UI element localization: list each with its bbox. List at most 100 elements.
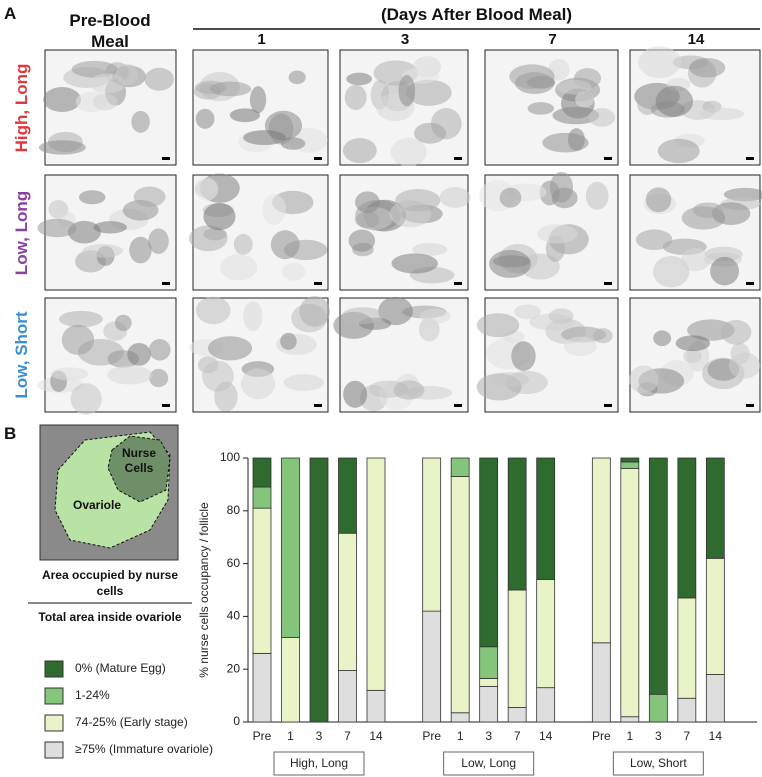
scale-bar bbox=[162, 404, 170, 407]
bar-segment bbox=[677, 697, 697, 723]
group-box bbox=[273, 751, 365, 776]
bar-segment bbox=[479, 457, 499, 648]
tissue bbox=[78, 190, 106, 205]
tissue bbox=[549, 171, 574, 203]
tissue bbox=[194, 177, 219, 201]
tissue bbox=[50, 367, 89, 381]
bar-segment bbox=[507, 707, 527, 723]
bar-segment bbox=[677, 457, 697, 599]
tissue bbox=[114, 314, 132, 331]
y-tick-label: 40 bbox=[227, 609, 241, 623]
tissue bbox=[657, 138, 700, 164]
tissue bbox=[563, 336, 597, 357]
group-box bbox=[612, 751, 704, 776]
tissue bbox=[675, 335, 711, 352]
tissue bbox=[585, 181, 609, 210]
tissue bbox=[195, 108, 215, 129]
y-axis-title: % nurse cells occupancy / follicle bbox=[197, 502, 211, 678]
x-tick-label: Pre bbox=[592, 729, 611, 743]
x-tick-label: 3 bbox=[485, 729, 492, 743]
tissue bbox=[188, 225, 228, 252]
day-label: 1 bbox=[257, 31, 266, 48]
tissue bbox=[58, 310, 103, 328]
tissue bbox=[196, 296, 231, 325]
tissue bbox=[692, 202, 724, 218]
tissue bbox=[509, 64, 555, 89]
x-tick-label: 7 bbox=[344, 729, 351, 743]
diagram-label: Ovariole bbox=[72, 498, 122, 512]
bar-segment bbox=[591, 457, 611, 644]
tissue bbox=[280, 332, 297, 350]
bar-segment bbox=[705, 674, 725, 723]
bar-segment bbox=[620, 468, 640, 718]
x-tick-label: 14 bbox=[369, 729, 383, 743]
tissue bbox=[233, 233, 253, 255]
tissue bbox=[683, 348, 702, 364]
bar-segment bbox=[281, 457, 300, 638]
bar-segment bbox=[648, 457, 668, 695]
tissue bbox=[299, 296, 331, 327]
tissue bbox=[61, 324, 95, 355]
tissue bbox=[710, 256, 740, 286]
group-label: Low, Long bbox=[461, 756, 516, 770]
tissue bbox=[728, 352, 761, 379]
fraction-text: Total area inside ovariole bbox=[38, 610, 182, 624]
scale-bar bbox=[454, 404, 462, 407]
x-tick-label: 1 bbox=[457, 729, 464, 743]
panel-label: A bbox=[4, 4, 17, 23]
tissue bbox=[280, 137, 306, 150]
tissue bbox=[542, 132, 589, 153]
tissue bbox=[492, 255, 531, 268]
tissue bbox=[37, 218, 77, 238]
scale-bar bbox=[746, 404, 754, 407]
x-tick-label: Pre bbox=[422, 729, 441, 743]
tissue bbox=[144, 67, 174, 91]
tissue bbox=[148, 339, 171, 361]
tissue bbox=[635, 229, 673, 250]
diagram-label: Nurse Cells bbox=[121, 446, 156, 475]
y-tick-label: 100 bbox=[220, 450, 240, 464]
tissue bbox=[214, 381, 238, 412]
tissue bbox=[476, 313, 520, 338]
bar-segment bbox=[450, 476, 470, 714]
x-tick-label: 3 bbox=[316, 729, 323, 743]
tissue bbox=[588, 108, 616, 127]
tissue bbox=[281, 262, 306, 281]
tissue bbox=[395, 189, 441, 212]
bar-segment bbox=[479, 678, 499, 687]
tissue bbox=[229, 108, 260, 123]
scale-bar bbox=[454, 282, 462, 285]
bar-segment bbox=[479, 646, 499, 679]
bar-segment bbox=[366, 457, 386, 691]
tissue bbox=[723, 187, 762, 202]
x-tick-label: 14 bbox=[539, 729, 553, 743]
scale-bar bbox=[604, 157, 612, 160]
tissue bbox=[243, 130, 287, 146]
bar-segment bbox=[479, 685, 499, 723]
tissue bbox=[82, 243, 124, 258]
row-label: Low, Long bbox=[12, 190, 31, 275]
legend-label: 0% (Mature Egg) bbox=[75, 661, 166, 675]
tissue bbox=[288, 70, 306, 85]
x-tick-label: 14 bbox=[709, 729, 723, 743]
bar-segment bbox=[252, 486, 272, 509]
tissue bbox=[344, 84, 367, 110]
x-tick-label: 1 bbox=[626, 729, 633, 743]
tissue bbox=[149, 368, 169, 388]
bar-segment bbox=[422, 610, 442, 723]
tissue bbox=[240, 368, 276, 400]
tissue bbox=[548, 308, 574, 324]
column-header: (Days After Blood Meal) bbox=[380, 5, 573, 24]
bar-segment bbox=[677, 597, 697, 699]
tissue bbox=[653, 330, 672, 347]
row-label: Low, Short bbox=[12, 311, 31, 399]
tissue bbox=[556, 79, 592, 95]
scale-bar bbox=[746, 157, 754, 160]
tissue bbox=[698, 107, 745, 121]
y-tick-label: 20 bbox=[227, 661, 241, 675]
bar-segment bbox=[507, 589, 527, 708]
tissue bbox=[131, 110, 150, 133]
nurse-region bbox=[107, 435, 171, 503]
tissue bbox=[243, 300, 263, 332]
